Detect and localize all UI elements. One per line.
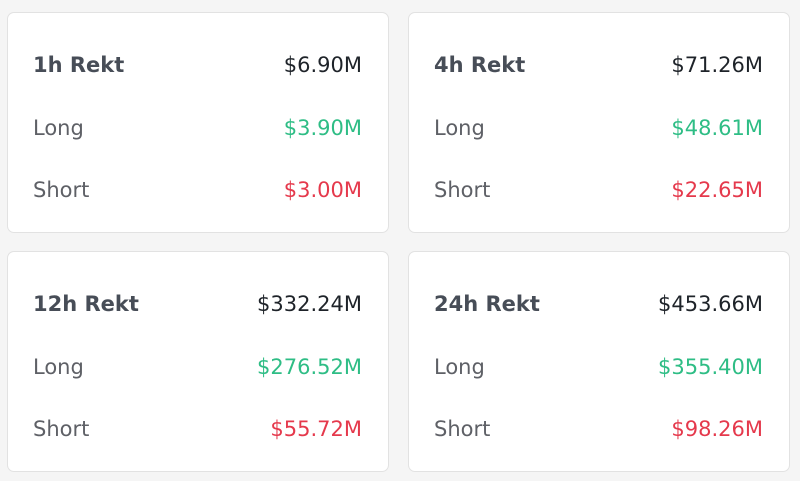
long-value: $276.52M: [257, 355, 362, 379]
long-label: Long: [434, 116, 485, 140]
liquidation-card-4h: 4h Rekt $71.26M Long $48.61M Short $22.6…: [408, 12, 790, 233]
short-row: Short $55.72M: [33, 414, 362, 444]
long-label: Long: [33, 116, 84, 140]
long-value: $3.90M: [283, 116, 362, 140]
short-row: Short $22.65M: [434, 175, 763, 205]
long-value: $48.61M: [671, 116, 763, 140]
short-value: $22.65M: [671, 178, 763, 202]
short-label: Short: [434, 178, 491, 202]
card-title: 24h Rekt: [434, 292, 540, 316]
long-row: Long $355.40M: [434, 352, 763, 382]
long-label: Long: [434, 355, 485, 379]
total-row: 1h Rekt $6.90M: [33, 50, 362, 80]
long-label: Long: [33, 355, 84, 379]
short-label: Short: [434, 417, 491, 441]
liquidation-card-24h: 24h Rekt $453.66M Long $355.40M Short $9…: [408, 251, 790, 472]
liquidation-card-12h: 12h Rekt $332.24M Long $276.52M Short $5…: [7, 251, 389, 472]
short-label: Short: [33, 178, 90, 202]
card-title: 4h Rekt: [434, 53, 526, 77]
total-value: $453.66M: [658, 292, 763, 316]
short-value: $3.00M: [283, 178, 362, 202]
short-row: Short $98.26M: [434, 414, 763, 444]
short-value: $55.72M: [270, 417, 362, 441]
liquidation-card-1h: 1h Rekt $6.90M Long $3.90M Short $3.00M: [7, 12, 389, 233]
long-row: Long $3.90M: [33, 113, 362, 143]
total-value: $6.90M: [283, 53, 362, 77]
total-value: $71.26M: [671, 53, 763, 77]
long-row: Long $276.52M: [33, 352, 362, 382]
total-value: $332.24M: [257, 292, 362, 316]
total-row: 4h Rekt $71.26M: [434, 50, 763, 80]
total-row: 24h Rekt $453.66M: [434, 289, 763, 319]
total-row: 12h Rekt $332.24M: [33, 289, 362, 319]
card-title: 1h Rekt: [33, 53, 125, 77]
long-row: Long $48.61M: [434, 113, 763, 143]
card-title: 12h Rekt: [33, 292, 139, 316]
short-value: $98.26M: [671, 417, 763, 441]
short-label: Short: [33, 417, 90, 441]
long-value: $355.40M: [658, 355, 763, 379]
short-row: Short $3.00M: [33, 175, 362, 205]
